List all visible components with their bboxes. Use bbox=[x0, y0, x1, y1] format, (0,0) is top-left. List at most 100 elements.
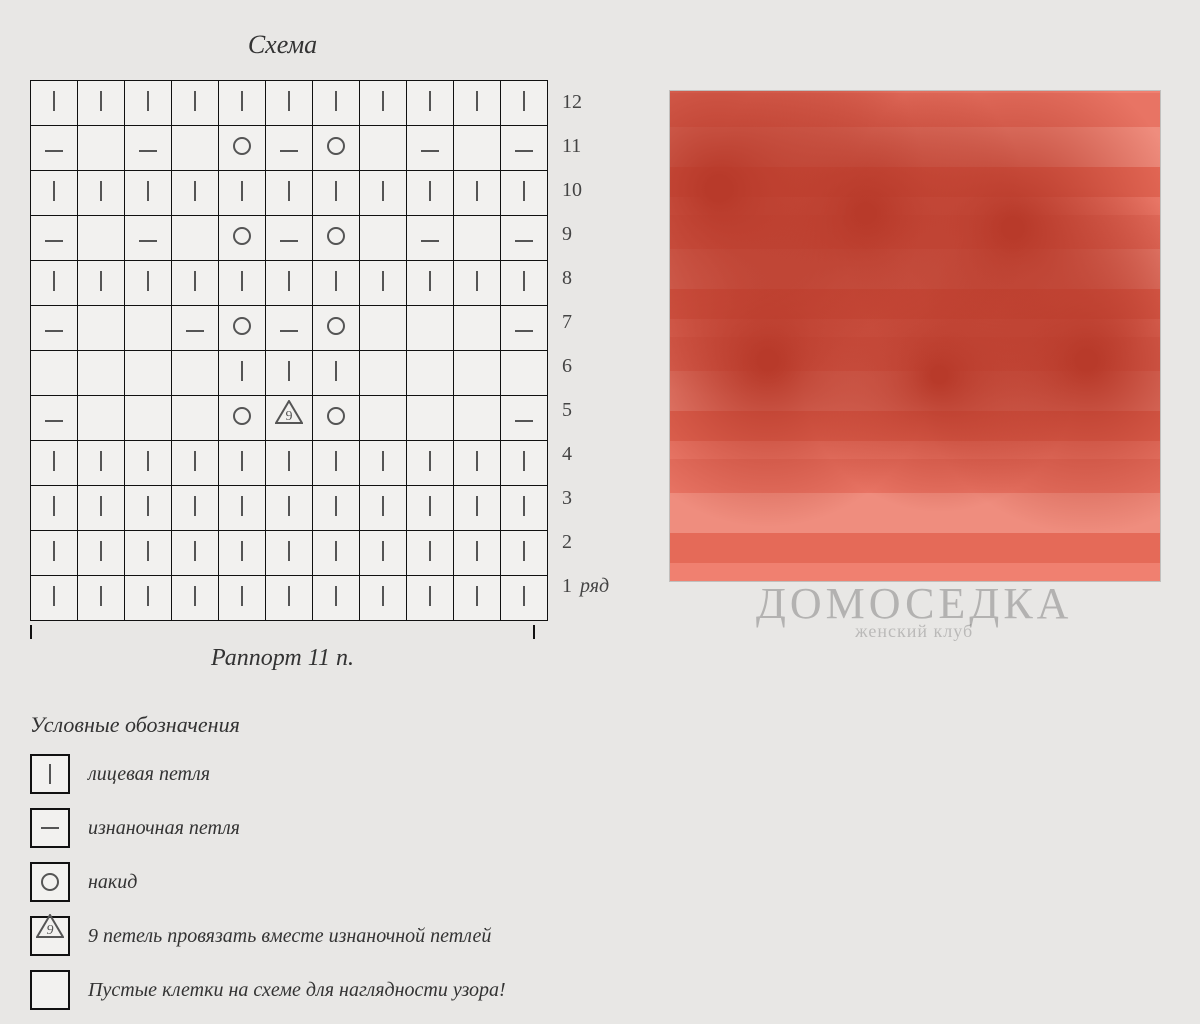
svg-text:9: 9 bbox=[47, 923, 54, 938]
chart-cell bbox=[266, 171, 313, 216]
chart-cell bbox=[31, 396, 78, 441]
row-number: 3 bbox=[562, 476, 609, 520]
chart-cell bbox=[360, 396, 407, 441]
chart-cell bbox=[454, 441, 501, 486]
chart-cell bbox=[360, 171, 407, 216]
legend-symbol: 9 bbox=[30, 916, 70, 956]
chart-cell bbox=[78, 396, 125, 441]
chart-cell bbox=[78, 81, 125, 126]
row-number: 7 bbox=[562, 300, 609, 344]
legend-text: 9 петель провязать вместе изнаночной пет… bbox=[88, 925, 491, 948]
legend-row: лицевая петля bbox=[30, 754, 1200, 794]
row-number: 8 bbox=[562, 256, 609, 300]
chart-cell bbox=[78, 306, 125, 351]
chart-cell bbox=[78, 216, 125, 261]
chart-cell bbox=[360, 486, 407, 531]
chart-cell bbox=[219, 531, 266, 576]
chart-cell bbox=[454, 126, 501, 171]
chart-cell bbox=[78, 531, 125, 576]
chart-cell bbox=[407, 171, 454, 216]
chart-cell bbox=[219, 396, 266, 441]
chart-cell bbox=[172, 216, 219, 261]
chart-cell bbox=[360, 261, 407, 306]
row-labels: 121110987654321 ряд bbox=[562, 80, 609, 608]
chart-cell bbox=[78, 261, 125, 306]
chart-cell bbox=[125, 81, 172, 126]
watermark-subtext: женский клуб bbox=[669, 621, 1159, 642]
chart-cell bbox=[313, 126, 360, 171]
chart-cell bbox=[266, 81, 313, 126]
legend-text: накид bbox=[88, 871, 137, 894]
chart-cell bbox=[501, 216, 548, 261]
chart-cell bbox=[313, 81, 360, 126]
chart-cell bbox=[219, 306, 266, 351]
chart-cell bbox=[266, 576, 313, 621]
chart-cell bbox=[360, 531, 407, 576]
chart-cell bbox=[313, 441, 360, 486]
chart-cell bbox=[31, 306, 78, 351]
legend-row: накид bbox=[30, 862, 1200, 902]
chart-cell bbox=[31, 81, 78, 126]
chart-cell bbox=[125, 126, 172, 171]
chart-cell bbox=[360, 216, 407, 261]
chart-cell bbox=[313, 486, 360, 531]
chart-cell bbox=[219, 171, 266, 216]
chart-cell bbox=[219, 126, 266, 171]
chart-cell bbox=[31, 576, 78, 621]
chart-cell bbox=[125, 261, 172, 306]
legend-text: лицевая петля bbox=[88, 763, 210, 786]
chart-cell bbox=[31, 441, 78, 486]
chart-cell bbox=[407, 486, 454, 531]
chart-cell bbox=[501, 261, 548, 306]
chart-cell bbox=[360, 441, 407, 486]
chart-cell bbox=[125, 531, 172, 576]
legend-row: 9 9 петель провязать вместе изнаночной пе… bbox=[30, 916, 1200, 956]
chart-cell bbox=[313, 576, 360, 621]
chart-cell bbox=[266, 486, 313, 531]
chart-cell bbox=[266, 306, 313, 351]
chart-cell bbox=[172, 576, 219, 621]
chart-cell bbox=[313, 351, 360, 396]
chart-cell bbox=[313, 531, 360, 576]
chart-cell bbox=[266, 441, 313, 486]
legend-row: изнаночная петля bbox=[30, 808, 1200, 848]
chart-cell bbox=[454, 261, 501, 306]
chart-cell bbox=[31, 351, 78, 396]
chart-cell bbox=[454, 216, 501, 261]
row-number: 2 bbox=[562, 520, 609, 564]
chart-cell bbox=[125, 306, 172, 351]
chart-cell bbox=[31, 486, 78, 531]
chart-cell bbox=[219, 81, 266, 126]
chart-cell bbox=[501, 126, 548, 171]
row-number: 4 bbox=[562, 432, 609, 476]
row-number: 5 bbox=[562, 388, 609, 432]
chart-cell bbox=[78, 441, 125, 486]
chart-cell bbox=[313, 396, 360, 441]
chart-cell bbox=[454, 81, 501, 126]
chart-cell bbox=[454, 306, 501, 351]
chart-cell bbox=[454, 531, 501, 576]
chart-cell bbox=[501, 396, 548, 441]
chart-cell bbox=[266, 126, 313, 171]
chart-cell bbox=[31, 171, 78, 216]
chart-title: Схема bbox=[30, 30, 535, 60]
chart-cell bbox=[501, 486, 548, 531]
chart-cell bbox=[125, 171, 172, 216]
row-number: 11 bbox=[562, 124, 609, 168]
chart-cell bbox=[407, 216, 454, 261]
chart-cell bbox=[172, 171, 219, 216]
svg-text:9: 9 bbox=[286, 409, 293, 424]
legend-title: Условные обозначения bbox=[30, 712, 1200, 738]
legend-symbol bbox=[30, 970, 70, 1010]
chart-cell bbox=[407, 531, 454, 576]
chart-cell bbox=[125, 486, 172, 531]
chart-cell bbox=[266, 216, 313, 261]
chart-cell bbox=[125, 576, 172, 621]
knit-swatch-image bbox=[669, 90, 1161, 582]
legend-text: Пустые клетки на схеме для наглядности у… bbox=[88, 979, 506, 1002]
chart-cell bbox=[501, 531, 548, 576]
chart-cell bbox=[407, 441, 454, 486]
legend-row: Пустые клетки на схеме для наглядности у… bbox=[30, 970, 1200, 1010]
chart-cell bbox=[313, 171, 360, 216]
chart-cell bbox=[266, 261, 313, 306]
